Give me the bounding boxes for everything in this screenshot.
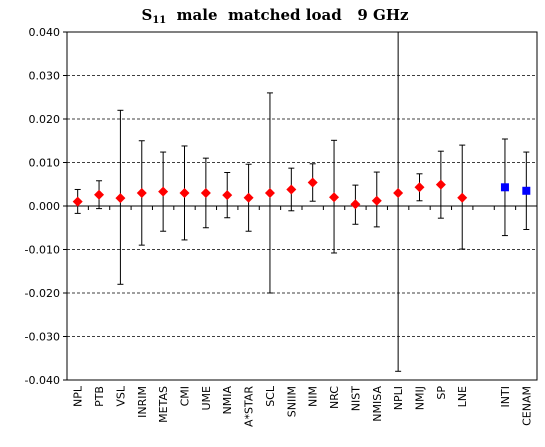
data-point-square [522,186,531,195]
y-tick-label: 0.000 [29,200,61,213]
data-point-diamond [435,179,446,190]
y-tick-label: 0.030 [29,70,61,83]
x-tick-label: SP [435,386,448,400]
data-point-diamond [371,195,382,206]
x-tick-label: PTB [93,386,106,407]
x-tick-label: CENAM [520,386,533,426]
x-tick-label: CMI [179,386,192,406]
data-point-diamond [115,193,126,204]
y-tick-label: -0.040 [25,374,60,387]
gridlines [67,75,537,337]
x-tick-label: NIST [349,386,362,411]
data-point-diamond [200,187,211,198]
data-point-diamond [179,187,190,198]
data-point-diamond [94,189,105,200]
x-tick-label: INRIM [136,386,149,418]
y-tick-label: -0.010 [25,244,60,257]
data-point-diamond [350,199,361,210]
data-point-diamond [243,192,254,203]
x-tick-label: SNIIM [285,386,298,417]
x-tick-label: NPL [72,385,85,407]
x-tick-label: METAS [157,386,170,423]
y-tick-label: 0.040 [29,26,61,39]
chart-title-suffix: male matched load 9 GHz [166,6,409,24]
data-point-square [500,183,509,192]
data-point-diamond [72,196,83,207]
data-marks [72,31,531,372]
data-point-diamond [393,187,404,198]
x-tick-label: NMISA [371,386,384,422]
x-tick-label: NMIJ [414,386,427,410]
data-point-diamond [414,182,425,193]
data-point-diamond [329,192,340,203]
x-axis: NPL PTB VSL INRIM METAS CMI UME NMIA A*STAR SCL SN… [66,206,538,427]
y-axis: 0.040 0.030 0.020 0.010 0.000 -0.010 -0.020 -0.… [25,26,67,387]
data-point-diamond [457,192,468,203]
x-tick-label: NPLI [392,386,405,410]
x-tick-label: UME [200,386,213,411]
y-tick-label: 0.020 [29,113,61,126]
x-tick-label: A*STAR [243,386,256,427]
x-tick-label: VSL [114,385,127,407]
data-point-diamond [264,187,275,198]
x-tick-label: INTI [499,386,512,407]
x-tick-label: NRC [328,386,341,409]
chart-title-prefix: S [141,6,152,24]
data-point-diamond [136,187,147,198]
data-point-diamond [222,190,233,201]
x-tick-label: NMIA [221,386,234,415]
x-tick-label: LNE [456,386,469,407]
y-tick-label: -0.030 [25,331,60,344]
y-tick-label: -0.020 [25,287,60,300]
data-point-diamond [307,177,318,188]
data-point-diamond [158,186,169,197]
x-tick-label: SCL [264,385,277,407]
x-tick-label: NIM [307,386,320,407]
y-tick-label: 0.010 [29,157,61,170]
chart-title: S11 male matched load 9 GHz [141,6,409,26]
chart-title-subscript: 11 [152,15,166,26]
data-point-diamond [286,184,297,195]
